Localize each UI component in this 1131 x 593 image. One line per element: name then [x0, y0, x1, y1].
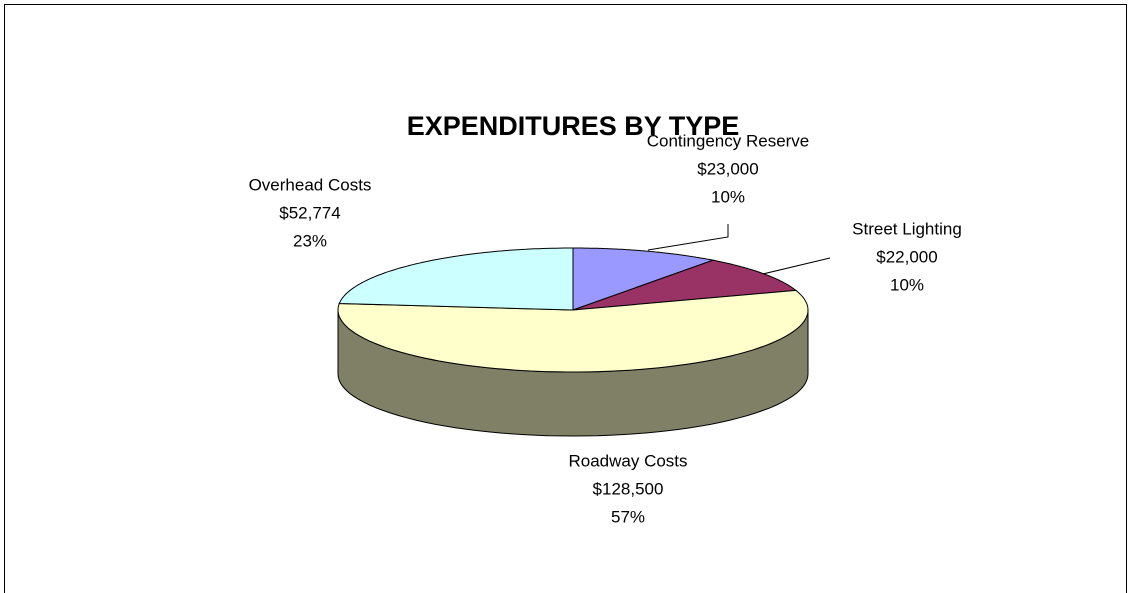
- pie-slice: [572, 259, 798, 311]
- slice-label: Contingency Reserve: [647, 131, 810, 150]
- slice-label: Roadway Costs: [568, 451, 687, 470]
- labels: Contingency Reserve $23,000 10% Street Ligh…: [249, 131, 962, 526]
- pie-slice: [338, 247, 574, 311]
- slice-label: Street Lighting: [852, 219, 962, 238]
- percentage-label: 10%: [890, 275, 924, 294]
- percentage-label: 23%: [293, 231, 327, 250]
- slice-label: Overhead Costs: [249, 175, 372, 194]
- pie-top: [337, 247, 809, 373]
- value-label: $52,774: [279, 203, 340, 222]
- value-label: $128,500: [593, 479, 664, 498]
- percentage-label: 10%: [711, 187, 745, 206]
- value-label: $22,000: [876, 247, 937, 266]
- leader-line: [647, 224, 729, 251]
- value-label: $23,000: [697, 159, 758, 178]
- pie-slice: [572, 247, 715, 311]
- pie-slice: [337, 289, 809, 373]
- chart-title: EXPENDITURES BY TYPE: [407, 111, 740, 141]
- percentage-label: 57%: [611, 507, 645, 526]
